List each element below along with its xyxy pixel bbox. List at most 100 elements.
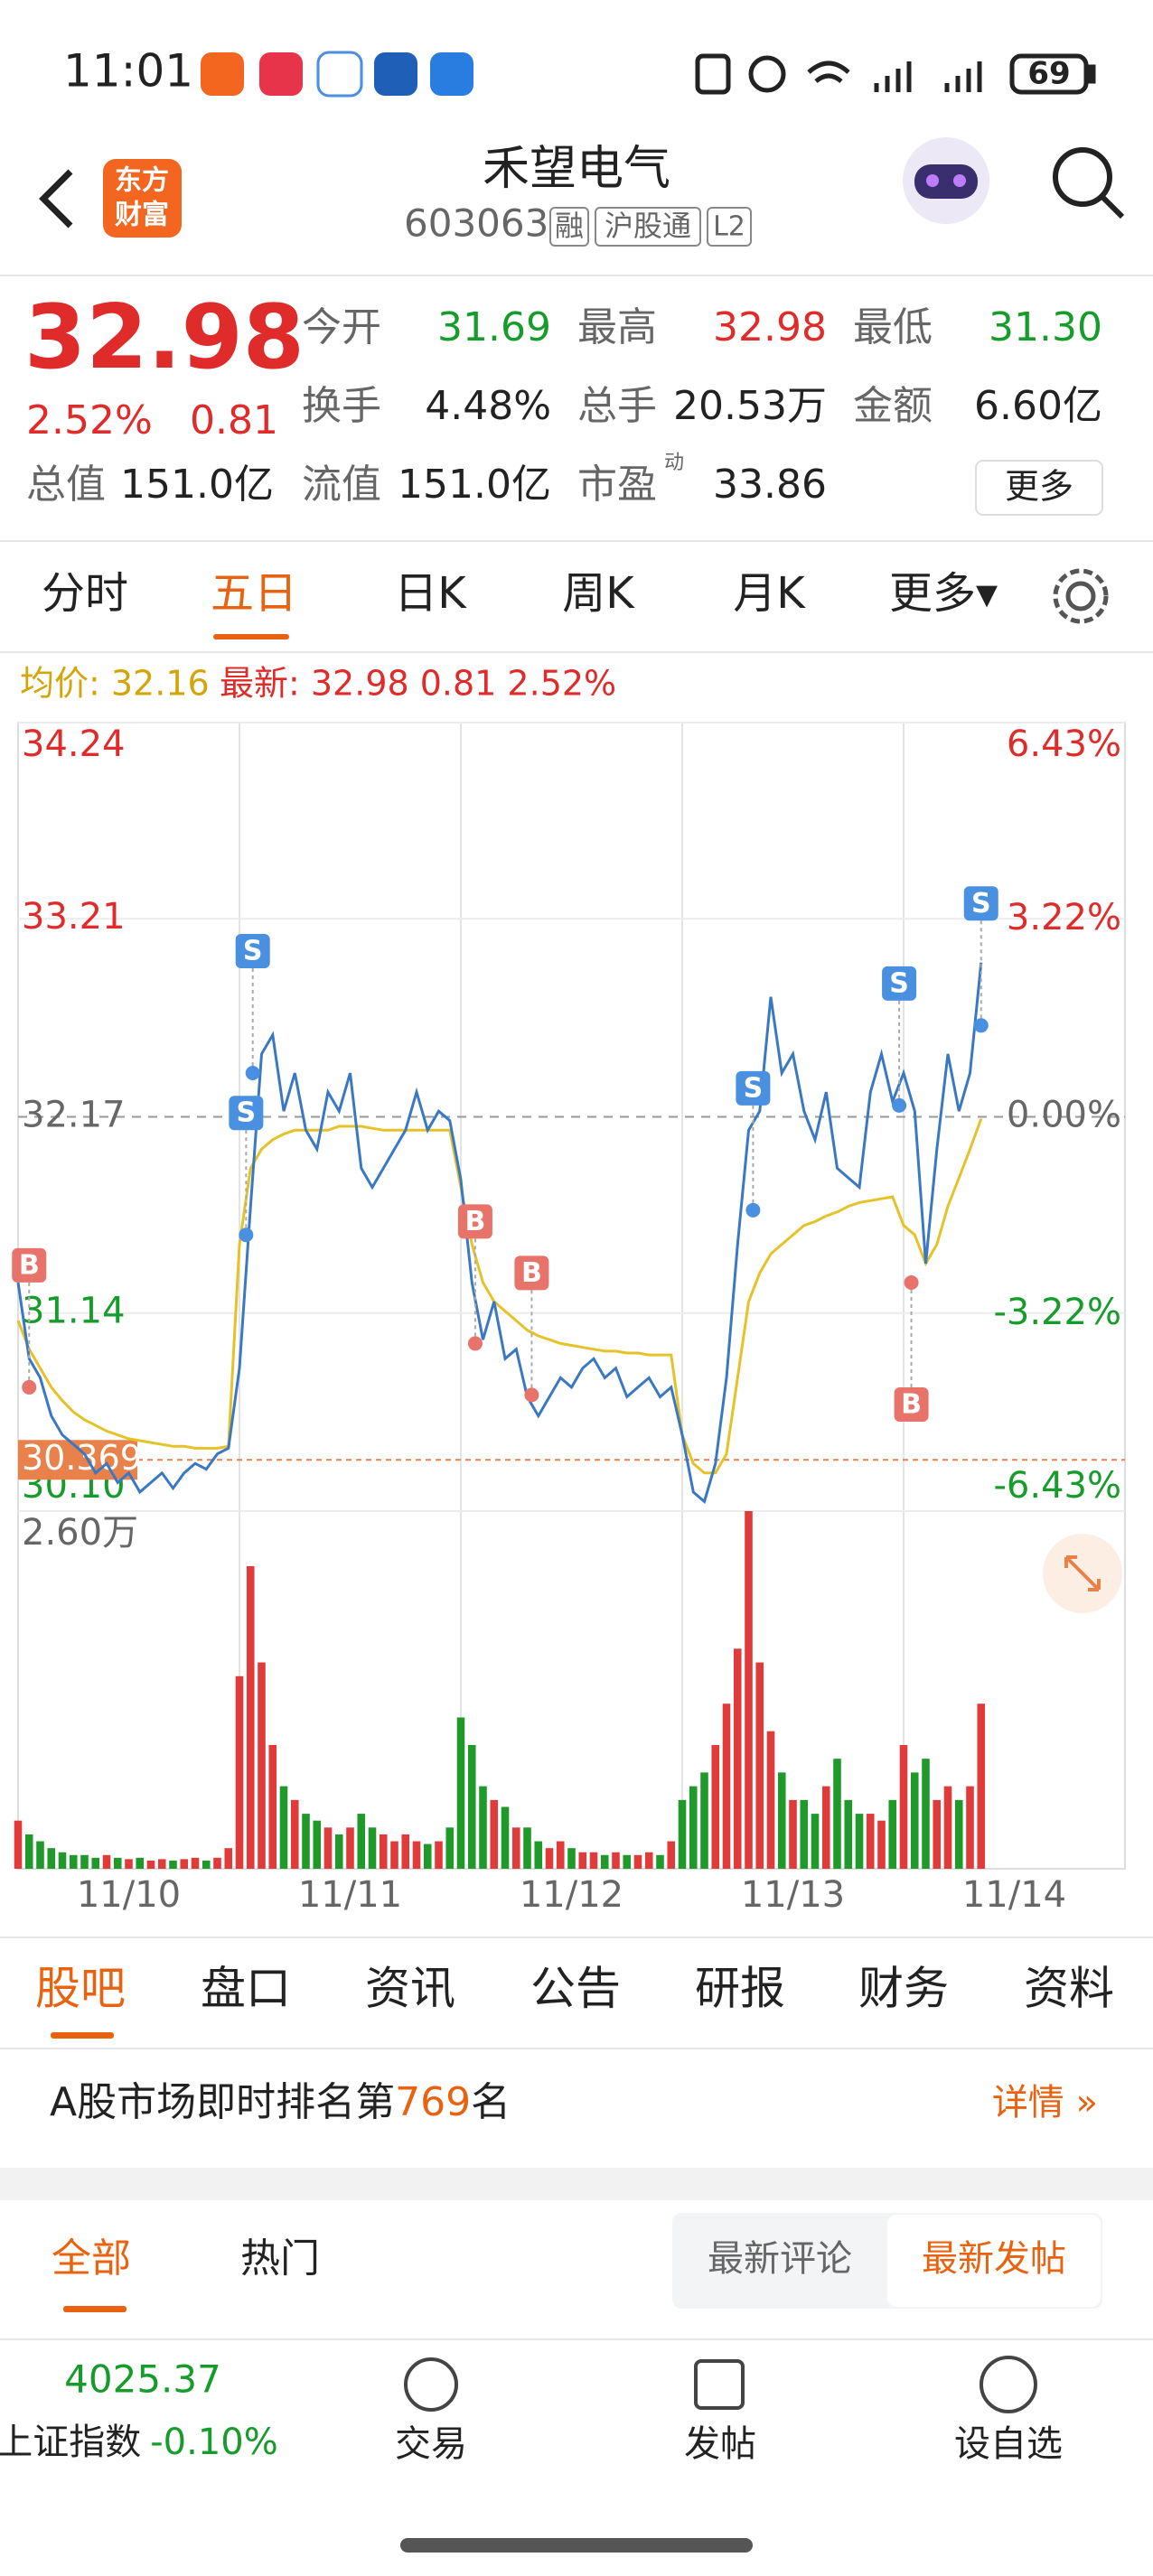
x-tick-label: 11/10 xyxy=(77,1874,181,1916)
section-tab[interactable]: 研报 xyxy=(695,1963,785,2015)
volume-bar xyxy=(14,1820,23,1869)
period-tab[interactable]: 日K xyxy=(394,568,467,619)
period-tab[interactable]: 月K xyxy=(733,568,806,619)
volume-bar xyxy=(523,1827,531,1869)
sort-active xyxy=(887,2215,1101,2307)
volume-bar xyxy=(954,1799,963,1869)
filter-tab[interactable]: 全部 xyxy=(52,2235,131,2282)
expand-button[interactable] xyxy=(1043,1534,1122,1613)
more-label[interactable]: 更多 xyxy=(1005,467,1073,507)
volume-bar xyxy=(456,1717,465,1869)
field-label: 流值 xyxy=(302,462,381,508)
tab-indicator xyxy=(51,2032,114,2039)
volume-bar xyxy=(467,1744,476,1869)
y-tick-label: 34.24 xyxy=(22,723,126,765)
action-label[interactable]: 设自选 xyxy=(954,2423,1063,2465)
legend-latest: 最新: 32.98 0.81 2.52% xyxy=(220,664,616,704)
volume-bar xyxy=(313,1820,322,1869)
volume-tick-label: 2.60万 xyxy=(22,1512,138,1554)
tag-box xyxy=(595,207,701,247)
volume-bar xyxy=(722,1703,731,1869)
stock-code: 603063 xyxy=(404,201,548,246)
volume-bar xyxy=(36,1841,44,1869)
field-sup: 动 xyxy=(664,452,684,474)
volume-bar xyxy=(578,1852,587,1869)
volume-bar xyxy=(146,1860,155,1869)
marker-box xyxy=(235,934,270,968)
y2-tick-label: 3.22% xyxy=(1007,897,1121,938)
volume-bar xyxy=(368,1827,377,1869)
change-percent: 2.52% xyxy=(26,397,153,443)
volume-bar xyxy=(169,1860,177,1869)
volume-bar xyxy=(24,1834,33,1869)
more-button[interactable] xyxy=(975,460,1103,516)
volume-bar xyxy=(811,1814,820,1869)
field-label: 今开 xyxy=(302,304,381,350)
volume-bar xyxy=(490,1799,499,1869)
period-tab[interactable]: 更多▾ xyxy=(889,568,998,619)
field-label: 金额 xyxy=(853,383,933,429)
volume-bar xyxy=(966,1786,974,1869)
price-line xyxy=(16,962,983,1505)
watchlist-icon[interactable] xyxy=(980,2356,1037,2413)
marker-box xyxy=(514,1255,549,1291)
assistant-avatar[interactable] xyxy=(903,137,989,224)
tag: 融 xyxy=(555,209,584,243)
sort-option[interactable]: 最新评论 xyxy=(708,2238,852,2280)
period-tab[interactable]: 分时 xyxy=(42,568,128,619)
index-line[interactable]: 上证指数 -0.10% xyxy=(0,2422,278,2463)
tag-box xyxy=(549,207,589,247)
x-tick-label: 11/14 xyxy=(962,1874,1066,1916)
volume-bar xyxy=(91,1857,100,1869)
volume-bar xyxy=(423,1843,432,1869)
volume-bar xyxy=(777,1772,786,1869)
volume-bar xyxy=(633,1854,642,1869)
stock-name: 禾望电气 xyxy=(483,142,670,196)
volume-bar xyxy=(157,1859,166,1869)
volume-bar xyxy=(656,1854,664,1869)
section-tab[interactable]: 资料 xyxy=(1024,1963,1114,2015)
search-button[interactable] xyxy=(1053,147,1125,219)
trade-icon[interactable] xyxy=(404,2357,458,2412)
filter-tab[interactable]: 热门 xyxy=(240,2235,320,2282)
post-icon[interactable] xyxy=(694,2359,745,2410)
tag-box xyxy=(707,207,752,247)
volume-bar xyxy=(125,1859,133,1869)
tag: L2 xyxy=(713,211,745,243)
volume-bar xyxy=(191,1857,200,1869)
status-system-icons xyxy=(695,53,1096,95)
y2-tick-label: 0.00% xyxy=(1007,1095,1121,1136)
average-line xyxy=(16,1118,983,1475)
section-tab[interactable]: 资讯 xyxy=(365,1963,455,2015)
sort-option[interactable]: 最新发帖 xyxy=(922,2238,1066,2280)
section-tab[interactable]: 财务 xyxy=(858,1963,949,2015)
field-value: 31.69 xyxy=(437,304,551,350)
volume-bar xyxy=(390,1841,398,1869)
settings-button[interactable] xyxy=(1053,568,1109,624)
marker-box xyxy=(12,1247,47,1283)
volume-bar xyxy=(800,1799,809,1869)
section-tab[interactable]: 盘口 xyxy=(201,1963,291,2015)
action-label[interactable]: 交易 xyxy=(395,2423,467,2465)
volume-bar xyxy=(910,1772,919,1869)
ranking-link[interactable]: 详情 » xyxy=(992,2082,1098,2123)
field-label: 总手 xyxy=(577,383,657,429)
period-tab[interactable]: 周K xyxy=(562,568,635,619)
volume-bar xyxy=(202,1860,211,1869)
ranking[interactable]: A股市场即时排名第769名 xyxy=(50,2079,511,2125)
back-button[interactable] xyxy=(39,169,73,229)
section-tab[interactable]: 公告 xyxy=(530,1963,621,2015)
logo-text: 财富 xyxy=(115,200,169,231)
action-label[interactable]: 发帖 xyxy=(684,2423,756,2465)
volume-bar xyxy=(80,1854,89,1869)
volume-bar xyxy=(855,1814,864,1869)
volume-bar xyxy=(47,1848,56,1869)
volume-bar xyxy=(733,1648,742,1869)
period-tab[interactable]: 五日 xyxy=(211,568,297,619)
volume-bar xyxy=(700,1772,708,1869)
tab-indicator xyxy=(213,634,289,639)
volume-bar xyxy=(224,1848,233,1869)
volume-bar xyxy=(711,1744,720,1869)
section-tab[interactable]: 股吧 xyxy=(35,1963,126,2015)
field-value: 20.53万 xyxy=(673,383,827,429)
